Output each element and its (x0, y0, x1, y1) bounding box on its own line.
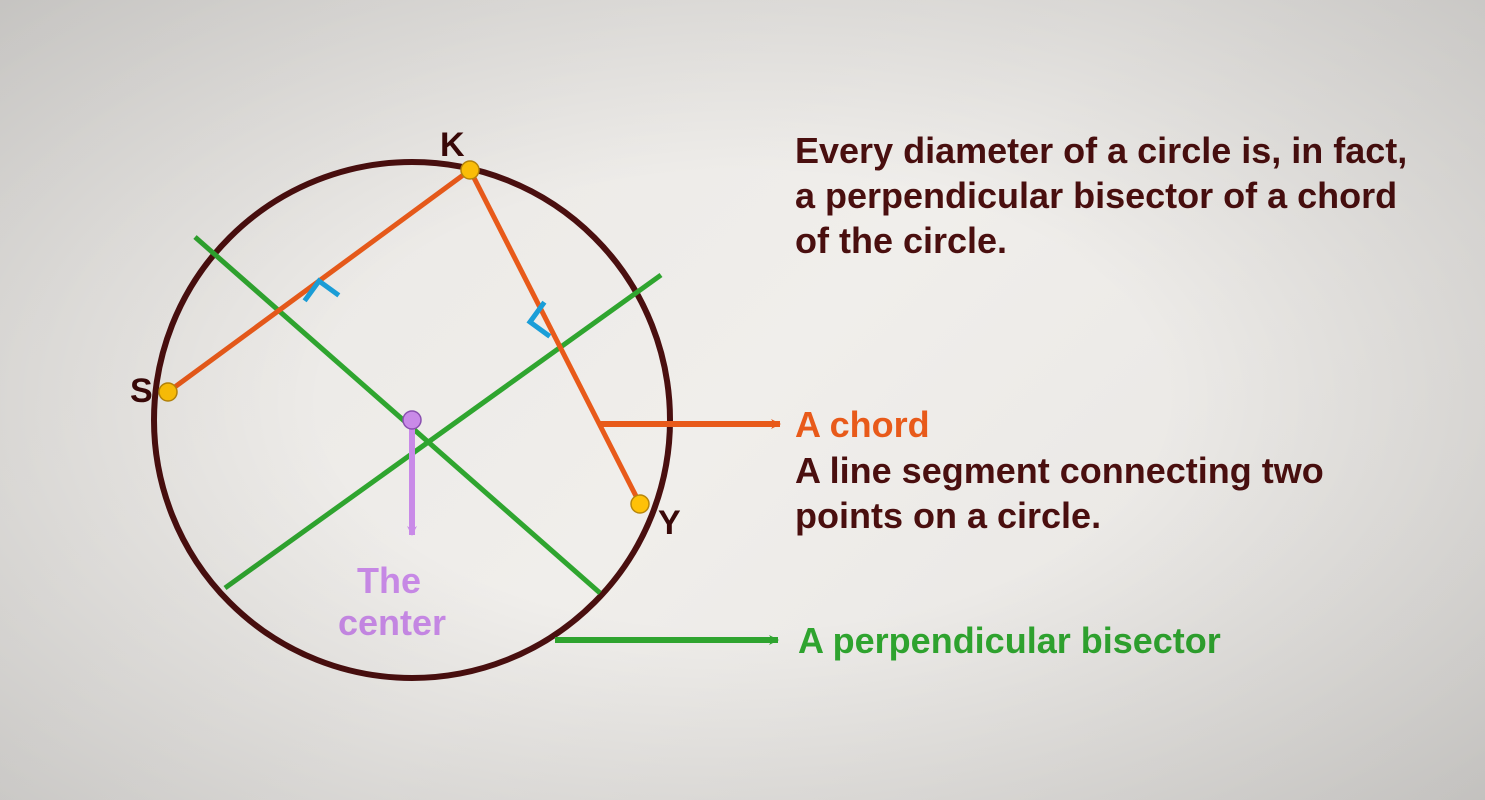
point-label-s: S (130, 372, 153, 410)
diagram-svg: K S Y (0, 0, 1485, 800)
center-label-line1: The (357, 558, 421, 603)
point-s (159, 383, 177, 401)
point-y (631, 495, 649, 513)
point-label-y: Y (658, 504, 681, 542)
statement-text: Every diameter of a circle is, in fact, … (795, 128, 1435, 263)
perpendicular-bisector-1 (195, 237, 600, 593)
point-label-k: K (440, 126, 465, 164)
chord-title: A chord (795, 402, 930, 447)
center-label-line2: center (338, 600, 446, 645)
bisector-title: A perpendicular bisector (798, 618, 1221, 663)
chord-definition: A line segment connecting two points on … (795, 448, 1415, 538)
point-center (403, 411, 421, 429)
chord-ky (470, 170, 640, 504)
